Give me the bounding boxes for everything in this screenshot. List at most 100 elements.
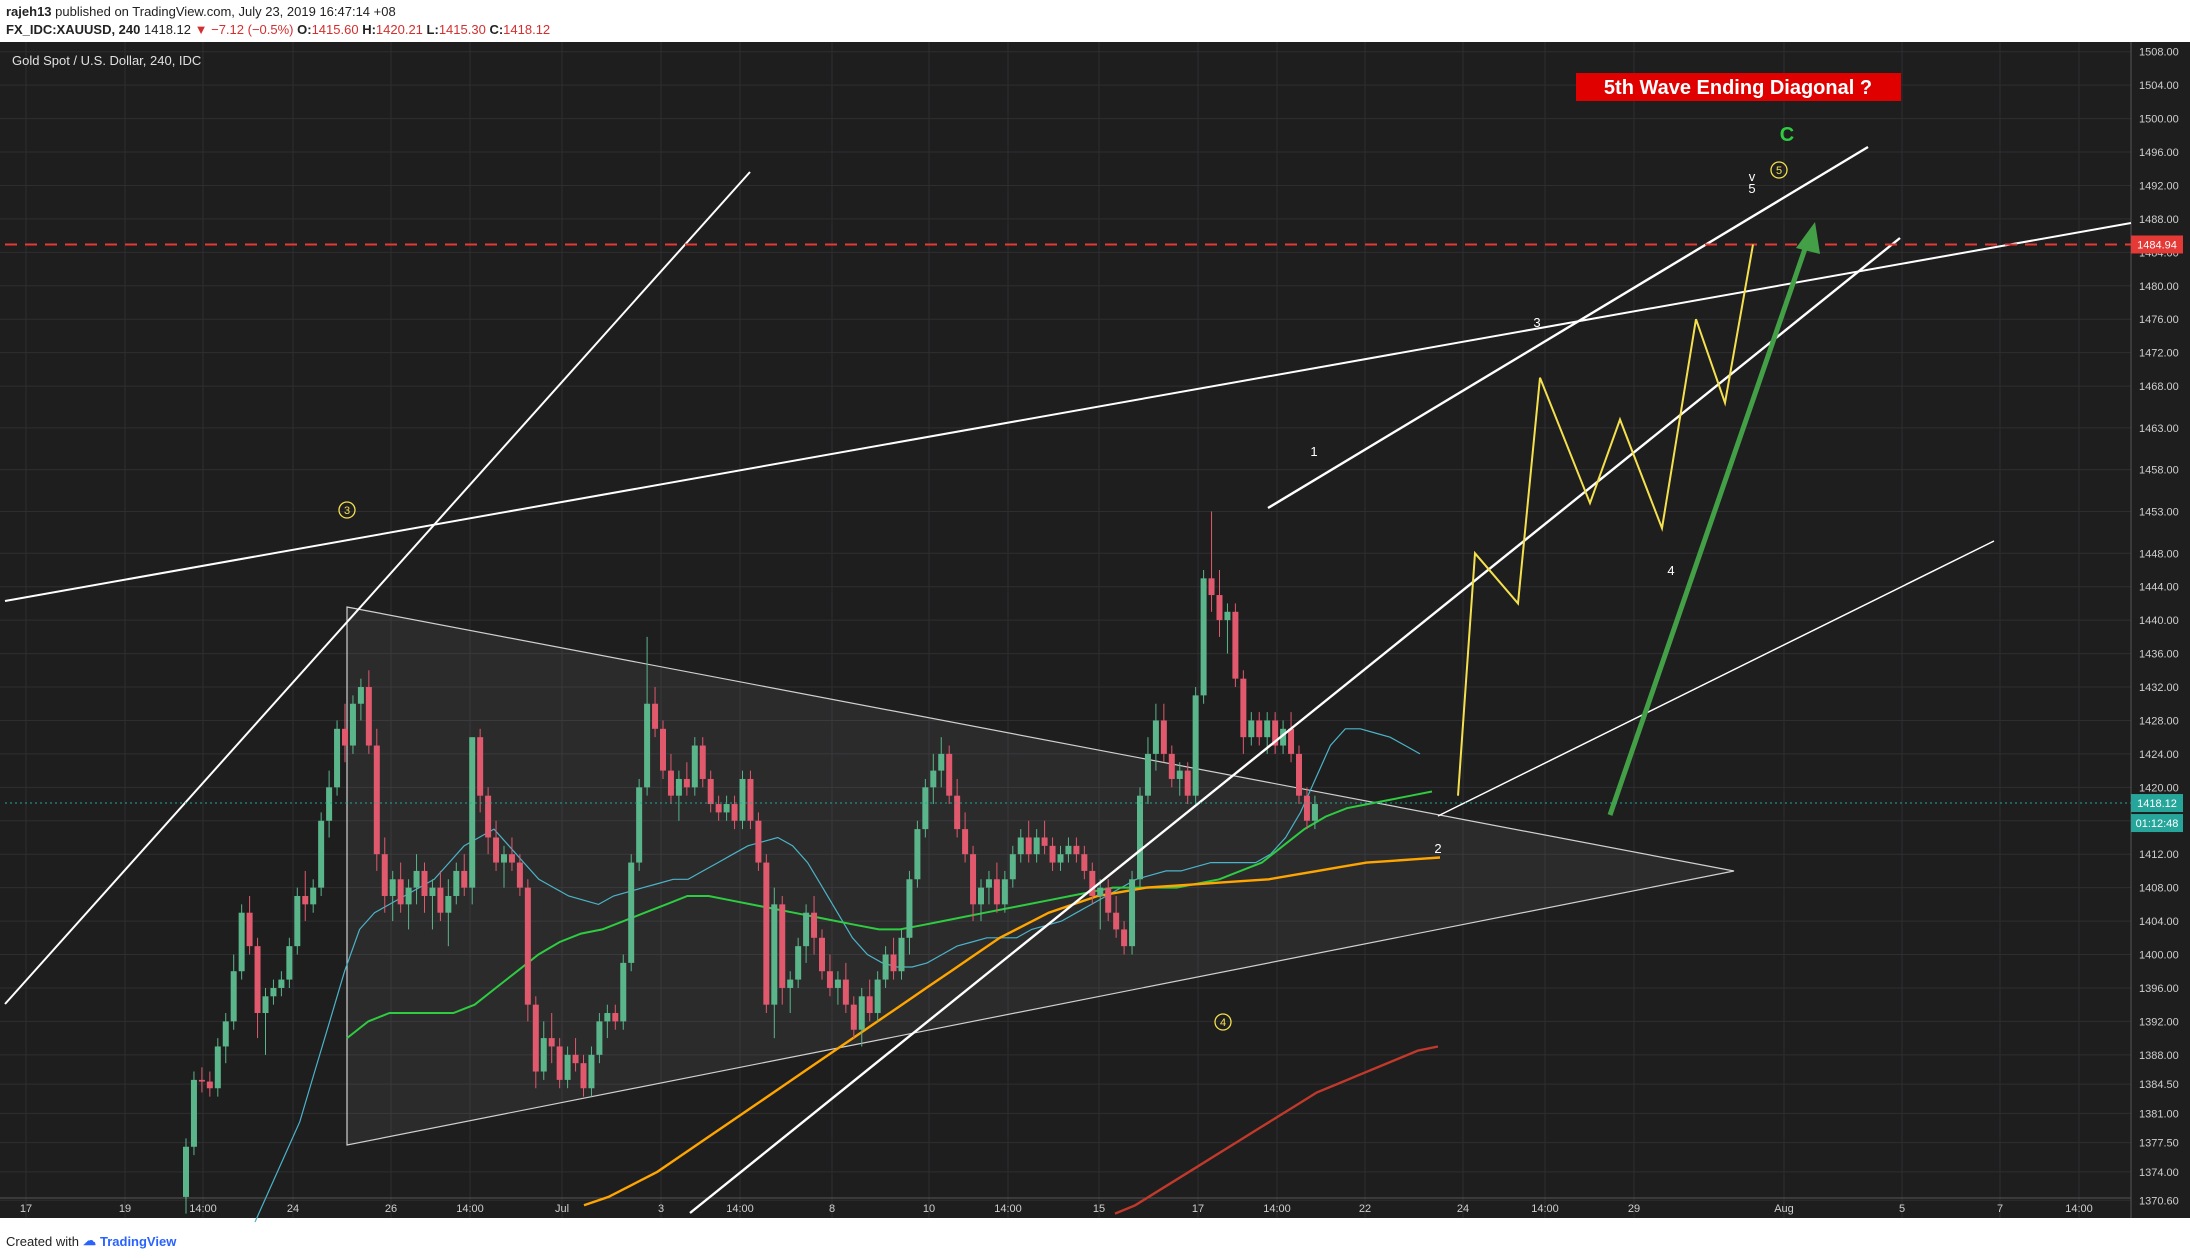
candle-body — [667, 770, 674, 796]
candle-body — [230, 971, 237, 1022]
candle-body — [763, 862, 770, 1005]
trend-line — [689, 237, 1901, 1214]
candle-body — [890, 954, 897, 972]
candle-body — [906, 879, 913, 938]
price-tick-label: 1504.00 — [2139, 80, 2179, 92]
triangle-shape — [346, 606, 1735, 1146]
time-tick-label: 14:00 — [189, 1203, 217, 1215]
candle-body — [850, 1004, 857, 1030]
candle-body — [946, 753, 953, 796]
published-text: published on TradingView.com, July 23, 2… — [55, 4, 396, 19]
candle-body — [349, 703, 356, 746]
candle-body — [238, 912, 245, 972]
trend-line — [1267, 145, 1869, 510]
candle-body — [811, 912, 818, 938]
time-tick-label: 19 — [119, 1203, 131, 1215]
time-tick-label: 24 — [1457, 1203, 1469, 1215]
candle-body — [826, 971, 833, 988]
wave-circled-4-ring — [1214, 1013, 1232, 1031]
candle-body — [819, 937, 825, 972]
price-tick-label: 1377.50 — [2139, 1138, 2179, 1150]
candle-body — [612, 1013, 619, 1022]
open-label: O: — [297, 22, 312, 37]
countdown-tag-bg — [2131, 814, 2183, 833]
candle-body — [1272, 720, 1279, 746]
time-tick-label: 5 — [1899, 1203, 1905, 1215]
time-tick-label: 14:00 — [1263, 1203, 1291, 1215]
open-value: 1415.60 — [311, 22, 359, 37]
wave-label-4: 4 — [1667, 563, 1674, 578]
trend-arrow-head — [1796, 222, 1820, 254]
candle-body — [882, 954, 889, 980]
candle-body — [707, 778, 714, 805]
candle-body — [660, 728, 666, 771]
candle-body — [644, 703, 651, 788]
candle-body — [421, 870, 428, 896]
candle-body — [190, 1079, 197, 1147]
candle-body — [1017, 837, 1024, 855]
time-axis[interactable]: 17 19 14:00 24 26 14:00 Jul 3 14:00 8 10 14:00 15 17 1… — [0, 1197, 2131, 1215]
price-tick-label: 1370.60 — [2139, 1195, 2179, 1207]
candle-body — [1184, 770, 1191, 796]
candle-body — [1248, 720, 1255, 738]
ema-cyan-line — [254, 728, 1421, 1223]
candle-body — [636, 787, 643, 863]
annotation-box: 5th Wave Ending Diagonal ? — [1576, 73, 1901, 101]
last-price-tag-bg — [2131, 794, 2183, 813]
price-tick-label: 1428.00 — [2139, 715, 2179, 727]
candle-body — [699, 745, 706, 779]
price-tick-label: 1444.00 — [2139, 582, 2179, 594]
candle-body — [413, 870, 420, 888]
candle-body — [604, 1013, 611, 1022]
price-tick-label: 1480.00 — [2139, 281, 2179, 293]
price-tick-label: 1508.00 — [2139, 47, 2179, 59]
price-tick-label: 1381.00 — [2139, 1108, 2179, 1120]
candle-body — [588, 1054, 595, 1089]
candle-body — [183, 1146, 189, 1197]
wave-circled-5: 5 — [1776, 165, 1782, 177]
price-tick-label: 1424.00 — [2139, 749, 2179, 761]
candle-body — [461, 870, 468, 888]
candle-body — [1224, 611, 1231, 621]
time-tick-label: Aug — [1774, 1203, 1794, 1215]
candle-body — [683, 778, 690, 788]
candle-body — [755, 820, 762, 863]
candle-body — [978, 887, 984, 905]
countdown-tag: 01:12:48 — [2136, 818, 2179, 830]
tradingview-logo-icon[interactable]: ☁ — [82, 1233, 96, 1248]
time-tick-label: 8 — [829, 1203, 835, 1215]
candle-body — [493, 837, 500, 863]
candle-body — [596, 1021, 603, 1055]
tradingview-brand[interactable]: TradingView — [99, 1233, 177, 1249]
candle-body — [628, 862, 635, 963]
price-tick-label: 1463.00 — [2139, 423, 2179, 435]
price-tick-label: 1488.00 — [2139, 214, 2179, 226]
candle-body — [214, 1046, 221, 1089]
time-tick-label: 14:00 — [994, 1203, 1022, 1215]
time-tick-label: 29 — [1628, 1203, 1640, 1215]
candle-body — [508, 854, 515, 863]
time-tick-label: 15 — [1093, 1203, 1105, 1215]
candle-body — [731, 804, 738, 821]
candle-body — [834, 979, 841, 988]
low-label: L: — [426, 22, 439, 37]
candle-body — [858, 996, 865, 1030]
candle-body — [1296, 753, 1302, 796]
wave-label-1: 1 — [1310, 444, 1317, 459]
candle-body — [1264, 720, 1271, 738]
candle-body — [477, 737, 484, 796]
candle-body — [842, 979, 849, 1005]
wave-label-v: v — [1749, 169, 1756, 184]
candle-body — [715, 804, 722, 813]
candle-body — [198, 1079, 205, 1082]
candle-body — [1176, 770, 1183, 779]
candle-body — [970, 854, 977, 905]
chart-background — [0, 42, 2190, 1218]
candle-body — [1009, 854, 1016, 880]
time-tick-label: 14:00 — [2065, 1203, 2093, 1215]
publisher-name[interactable]: rajeh13 — [6, 4, 52, 19]
candle-body — [1160, 720, 1167, 754]
candle-body — [1089, 870, 1096, 896]
candle-body — [222, 1021, 229, 1047]
